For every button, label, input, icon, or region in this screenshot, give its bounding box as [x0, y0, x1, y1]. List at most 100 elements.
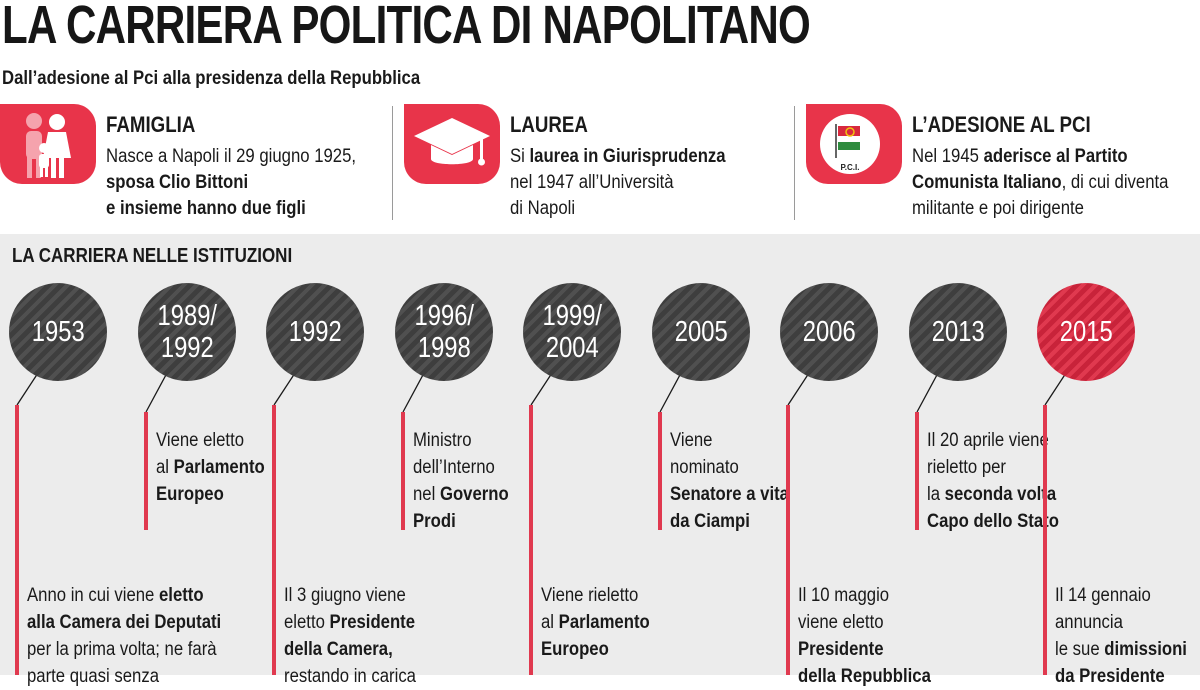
text-line: le sue dimissioni: [1055, 636, 1187, 663]
text-line: annuncia: [1055, 609, 1187, 636]
text-line: rieletto per: [927, 454, 1059, 481]
timeline-marker: [144, 412, 148, 530]
text-line: Comunista Italiano, di cui diventa: [912, 170, 1168, 196]
text-line: Europeo: [541, 636, 650, 663]
text-line: per la prima volta; ne farà: [27, 636, 221, 663]
connector-line: [659, 372, 682, 413]
info-adesione-pci: P.C.I. L’ADESIONE AL PCI Nel 1945 aderis…: [806, 104, 1200, 222]
timeline-marker: [786, 405, 790, 675]
graduation-cap-icon: [404, 104, 500, 184]
info-laurea: LAUREA Si laurea in Giurisprudenza nel 19…: [404, 104, 794, 222]
info-text: Nel 1945 aderisce al Partito Comunista It…: [912, 144, 1168, 222]
year-circle: 2013: [909, 283, 1007, 381]
year-label: 2015: [1060, 316, 1113, 348]
text-line: nominato: [670, 454, 789, 481]
text: nel: [413, 484, 440, 505]
info-title: FAMIGLIA: [106, 112, 196, 137]
svg-text:P.C.I.: P.C.I.: [841, 163, 860, 172]
year-text: 2006: [802, 316, 856, 348]
timeline-connectors: [16, 372, 1067, 413]
divider: [794, 106, 795, 220]
text: nel 1947 all’Università: [510, 172, 674, 193]
bold-text: aderisce al Partito: [983, 146, 1128, 167]
event-text: Viene nominato Senatore a vita da Ciampi: [670, 427, 789, 535]
connector-line: [787, 372, 810, 406]
text: Viene: [670, 430, 713, 451]
bold-text: della Camera,: [284, 639, 393, 660]
timeline-marker: [915, 412, 919, 530]
timeline-marker: [272, 405, 276, 675]
text: restando in carica: [284, 666, 416, 687]
text: di Napoli: [510, 198, 576, 219]
year-text: 1989/: [157, 300, 217, 332]
text-line: Il 14 gennaio: [1055, 582, 1187, 609]
timeline-title: LA CARRIERA NELLE ISTITUZIONI: [12, 245, 293, 267]
text-line: Il 10 maggio: [798, 582, 931, 609]
text-line: di Napoli: [510, 196, 726, 222]
bold-text: Parlamento: [173, 457, 265, 478]
info-text: Nasce a Napoli il 29 giugno 1925, sposa C…: [106, 144, 356, 222]
page-subtitle: Dall’adesione al Pci alla presidenza del…: [2, 68, 421, 89]
bold-text: della Repubblica: [798, 666, 931, 687]
text: Il 10 maggio: [798, 585, 890, 606]
text-line: Viene: [670, 427, 789, 454]
event-text: Il 20 aprile viene rieletto per la seconda…: [927, 427, 1059, 535]
text: la: [927, 484, 945, 505]
year-circle: 1996/1998: [395, 283, 493, 381]
text-line: da Ciampi: [670, 508, 789, 535]
text-line: sposa Clio Bittoni: [106, 170, 356, 196]
year-label: 1953: [32, 316, 85, 348]
bold-text: Europeo: [541, 639, 609, 660]
connector-line: [916, 372, 939, 413]
text-line: da Presidente: [1055, 663, 1187, 690]
text: , di cui diventa: [1061, 172, 1169, 193]
connector-line: [530, 372, 553, 406]
bold-text: da Presidente: [1055, 666, 1165, 687]
text-line: viene eletto: [798, 609, 931, 636]
pci-flag-icon: P.C.I.: [806, 104, 902, 184]
text: al: [156, 457, 174, 478]
text-line: Il 20 aprile viene: [927, 427, 1059, 454]
bold-text: sposa Clio Bittoni: [106, 172, 249, 193]
text: viene eletto: [798, 612, 884, 633]
text-line: eletto Presidente: [284, 609, 416, 636]
year-label: 1999/2004: [542, 300, 602, 364]
year-circle: 2015: [1037, 283, 1135, 381]
bold-text: Parlamento: [558, 612, 650, 633]
year-circle: 1989/1992: [138, 283, 236, 381]
year-circle: 1992: [266, 283, 364, 381]
bold-text: Comunista Italiano: [912, 172, 1062, 193]
bold-text: Europeo: [156, 484, 224, 505]
text-line: restando in carica: [284, 663, 416, 690]
year-label: 2006: [803, 316, 856, 348]
text: dell’Interno: [413, 457, 495, 478]
bold-text: Prodi: [413, 511, 456, 532]
text: Ministro: [413, 430, 472, 451]
bold-text: da Ciampi: [670, 511, 750, 532]
text-line: alla Camera dei Deputati: [27, 609, 221, 636]
year-circle: 2005: [652, 283, 750, 381]
year-label: 2005: [675, 316, 728, 348]
year-circle: 2006: [780, 283, 878, 381]
text-line: della Camera,: [284, 636, 416, 663]
year-label: 1996/1998: [414, 300, 474, 364]
year-text: 1992: [160, 332, 214, 364]
text-line: Europeo: [156, 481, 265, 508]
year-label: 1992: [289, 316, 342, 348]
timeline-marker: [658, 412, 662, 530]
bold-text: laurea in Giurisprudenza: [529, 146, 726, 167]
text: Nasce a Napoli il 29 giugno 1925,: [106, 146, 357, 167]
text-line: Anno in cui viene eletto: [27, 582, 221, 609]
text: per la prima volta; ne farà: [27, 639, 217, 660]
text: eletto: [284, 612, 330, 633]
bold-text: Senatore a vita: [670, 484, 789, 505]
text: militante e poi dirigente: [912, 198, 1084, 219]
timeline-marker: [1043, 405, 1047, 675]
year-text: 1999/: [542, 300, 602, 332]
text-line: Senatore a vita: [670, 481, 789, 508]
page-title: LA CARRIERA POLITICA DI NAPOLITANO: [2, 0, 811, 55]
connector-line: [145, 372, 168, 413]
connector-line: [16, 372, 39, 406]
event-text: Il 10 maggio viene eletto Presidente della …: [798, 582, 931, 690]
year-text: 1992: [288, 316, 342, 348]
